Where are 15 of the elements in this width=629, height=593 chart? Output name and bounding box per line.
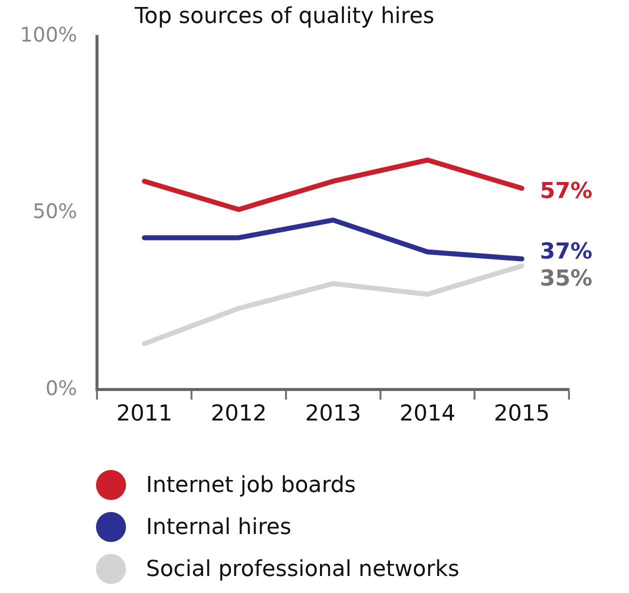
legend-label: Internet job boards — [146, 472, 356, 498]
x-tick-label: 2014 — [399, 402, 456, 427]
data-label: 57% — [540, 178, 592, 204]
legend-label: Social professional networks — [146, 556, 460, 582]
x-tick-label: 2015 — [494, 402, 550, 427]
y-tick-label: 100% — [20, 22, 78, 47]
legend-label: Internal hires — [146, 514, 292, 540]
data-label: 37% — [540, 240, 592, 265]
x-tick-label: 2013 — [305, 402, 362, 427]
x-tick-label: 2011 — [116, 402, 172, 427]
chart-title: Top sources of quality hires — [134, 4, 434, 29]
y-tick-label: 50% — [32, 199, 78, 224]
y-tick-label: 0% — [45, 376, 78, 400]
x-tick-label: 2012 — [210, 402, 267, 427]
data-label: 35% — [540, 266, 592, 292]
